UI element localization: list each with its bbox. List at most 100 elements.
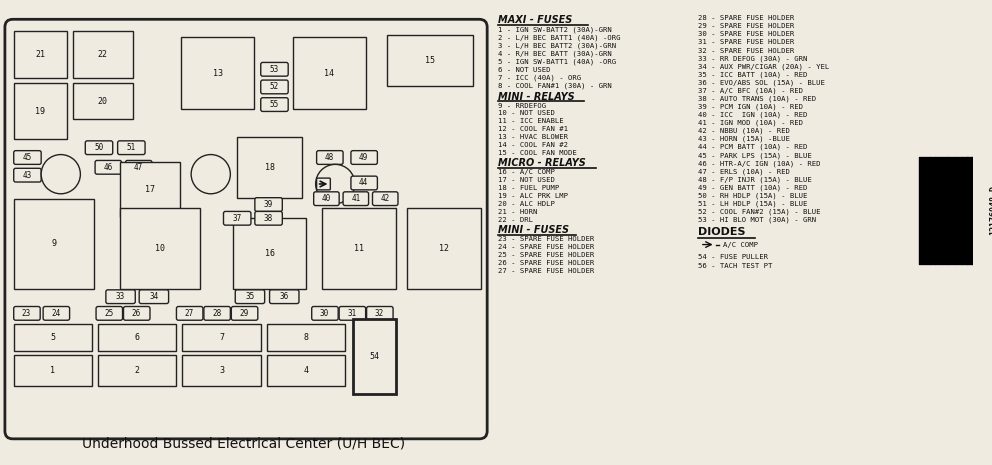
FancyBboxPatch shape <box>407 208 481 289</box>
Text: 48 - F/P INJR (15A) - BLUE: 48 - F/P INJR (15A) - BLUE <box>698 176 811 183</box>
FancyBboxPatch shape <box>14 31 66 78</box>
Text: 10 - NOT USED: 10 - NOT USED <box>498 111 555 116</box>
Text: 35: 35 <box>245 292 255 301</box>
Text: 54 - FUSE PULLER: 54 - FUSE PULLER <box>698 254 768 260</box>
FancyBboxPatch shape <box>233 218 306 289</box>
Text: 15 - COOL FAN MODE: 15 - COOL FAN MODE <box>498 150 576 156</box>
FancyBboxPatch shape <box>223 212 251 225</box>
FancyBboxPatch shape <box>255 198 283 212</box>
Text: 29: 29 <box>239 309 249 318</box>
Text: 2 - L/H BEC BATT1 (40A) -ORG: 2 - L/H BEC BATT1 (40A) -ORG <box>498 34 620 41</box>
Text: 41 - IGN MOD (10A) - RED: 41 - IGN MOD (10A) - RED <box>698 120 803 126</box>
Text: 47: 47 <box>134 163 143 172</box>
Text: 11 - ICC ENABLE: 11 - ICC ENABLE <box>498 118 563 124</box>
Text: 55: 55 <box>270 100 279 109</box>
Circle shape <box>191 154 230 194</box>
FancyBboxPatch shape <box>255 212 283 225</box>
Text: 12176948-D: 12176948-D <box>989 186 992 235</box>
Text: 53: 53 <box>270 65 279 74</box>
Text: 45 - PARK LPS (15A) - BLUE: 45 - PARK LPS (15A) - BLUE <box>698 152 811 159</box>
Text: 37 - A/C BFC (10A) - RED: 37 - A/C BFC (10A) - RED <box>698 88 803 94</box>
Text: 31 - SPARE FUSE HOLDER: 31 - SPARE FUSE HOLDER <box>698 40 795 46</box>
Text: 46 - HTR-A/C IGN (10A) - RED: 46 - HTR-A/C IGN (10A) - RED <box>698 160 820 166</box>
Text: 21 - HORN: 21 - HORN <box>498 209 538 215</box>
Text: 51 - LH HDLP (15A) - BLUE: 51 - LH HDLP (15A) - BLUE <box>698 200 807 207</box>
Text: 44 - PCM BATT (10A) - RED: 44 - PCM BATT (10A) - RED <box>698 144 807 151</box>
Text: 8: 8 <box>304 333 309 342</box>
FancyBboxPatch shape <box>231 306 258 320</box>
FancyBboxPatch shape <box>183 324 261 351</box>
Text: 39: 39 <box>264 200 273 209</box>
Text: 22: 22 <box>98 50 108 59</box>
FancyBboxPatch shape <box>139 290 169 304</box>
Text: 21: 21 <box>35 50 46 59</box>
FancyBboxPatch shape <box>183 354 261 386</box>
FancyBboxPatch shape <box>14 199 94 289</box>
Text: 50 - RH HDLP (15A) - BLUE: 50 - RH HDLP (15A) - BLUE <box>698 192 807 199</box>
FancyBboxPatch shape <box>372 192 398 206</box>
Text: 39 - PCM IGN (10A) - RED: 39 - PCM IGN (10A) - RED <box>698 104 803 110</box>
Text: 8 - COOL FAN#1 (30A) - GRN: 8 - COOL FAN#1 (30A) - GRN <box>498 83 612 89</box>
Text: 7: 7 <box>219 333 224 342</box>
FancyBboxPatch shape <box>267 324 345 351</box>
FancyBboxPatch shape <box>98 324 177 351</box>
FancyBboxPatch shape <box>204 306 230 320</box>
Text: 14: 14 <box>324 69 334 78</box>
Text: 32 - SPARE FUSE HOLDER: 32 - SPARE FUSE HOLDER <box>698 47 795 53</box>
Text: 18: 18 <box>265 163 275 172</box>
Text: 5 - IGN SW-BATT1 (40A) -ORG: 5 - IGN SW-BATT1 (40A) -ORG <box>498 59 616 65</box>
Text: 45: 45 <box>23 153 32 162</box>
Circle shape <box>315 164 355 204</box>
FancyBboxPatch shape <box>14 168 42 182</box>
Text: 36: 36 <box>280 292 289 301</box>
Text: 23 - SPARE FUSE HOLDER: 23 - SPARE FUSE HOLDER <box>498 236 594 242</box>
Text: 6: 6 <box>135 333 140 342</box>
FancyBboxPatch shape <box>72 31 133 78</box>
FancyBboxPatch shape <box>14 83 66 139</box>
FancyBboxPatch shape <box>343 192 369 206</box>
FancyBboxPatch shape <box>177 306 203 320</box>
FancyBboxPatch shape <box>267 354 345 386</box>
FancyBboxPatch shape <box>120 208 200 289</box>
FancyBboxPatch shape <box>261 98 289 112</box>
Text: 44: 44 <box>359 179 368 187</box>
Text: 17: 17 <box>145 186 155 194</box>
Text: 34 - AUX PWR/CIGAR (20A) - YEL: 34 - AUX PWR/CIGAR (20A) - YEL <box>698 64 829 70</box>
Text: 12: 12 <box>439 244 449 253</box>
Text: 14 - COOL FAN #2: 14 - COOL FAN #2 <box>498 142 568 148</box>
FancyBboxPatch shape <box>387 35 473 86</box>
Text: Underhood Bussed Electrical Center (U/H BEC): Underhood Bussed Electrical Center (U/H … <box>81 437 405 451</box>
FancyBboxPatch shape <box>98 354 177 386</box>
FancyBboxPatch shape <box>124 306 150 320</box>
Text: 24: 24 <box>52 309 61 318</box>
Circle shape <box>42 154 80 194</box>
Text: 9 - RRDEFOG: 9 - RRDEFOG <box>498 103 546 109</box>
Text: 20: 20 <box>98 97 108 106</box>
Text: 51: 51 <box>127 143 136 152</box>
FancyBboxPatch shape <box>261 62 289 76</box>
Text: 28: 28 <box>212 309 221 318</box>
FancyBboxPatch shape <box>120 162 181 217</box>
Text: 35 - ICC BATT (10A) - RED: 35 - ICC BATT (10A) - RED <box>698 72 807 78</box>
Text: 2: 2 <box>135 366 140 375</box>
FancyBboxPatch shape <box>316 151 343 164</box>
Text: 33 - RR DEFOG (30A) - GRN: 33 - RR DEFOG (30A) - GRN <box>698 56 807 62</box>
Text: 26 - SPARE FUSE HOLDER: 26 - SPARE FUSE HOLDER <box>498 260 594 266</box>
FancyBboxPatch shape <box>293 37 366 109</box>
FancyBboxPatch shape <box>351 176 377 190</box>
FancyBboxPatch shape <box>313 192 339 206</box>
FancyBboxPatch shape <box>339 306 366 320</box>
Text: 16 - A/C COMP: 16 - A/C COMP <box>498 169 555 175</box>
Text: 38: 38 <box>264 214 273 223</box>
Text: 52: 52 <box>270 82 279 92</box>
Text: 11: 11 <box>354 244 364 253</box>
Text: 4: 4 <box>304 366 309 375</box>
Text: 7 - ICC (40A) - ORG: 7 - ICC (40A) - ORG <box>498 74 581 81</box>
Text: 48: 48 <box>324 153 334 162</box>
Text: DIODES: DIODES <box>698 227 745 237</box>
Text: 50: 50 <box>94 143 103 152</box>
FancyBboxPatch shape <box>367 306 393 320</box>
FancyBboxPatch shape <box>118 141 145 154</box>
Text: 19: 19 <box>35 107 46 116</box>
FancyBboxPatch shape <box>316 178 330 190</box>
